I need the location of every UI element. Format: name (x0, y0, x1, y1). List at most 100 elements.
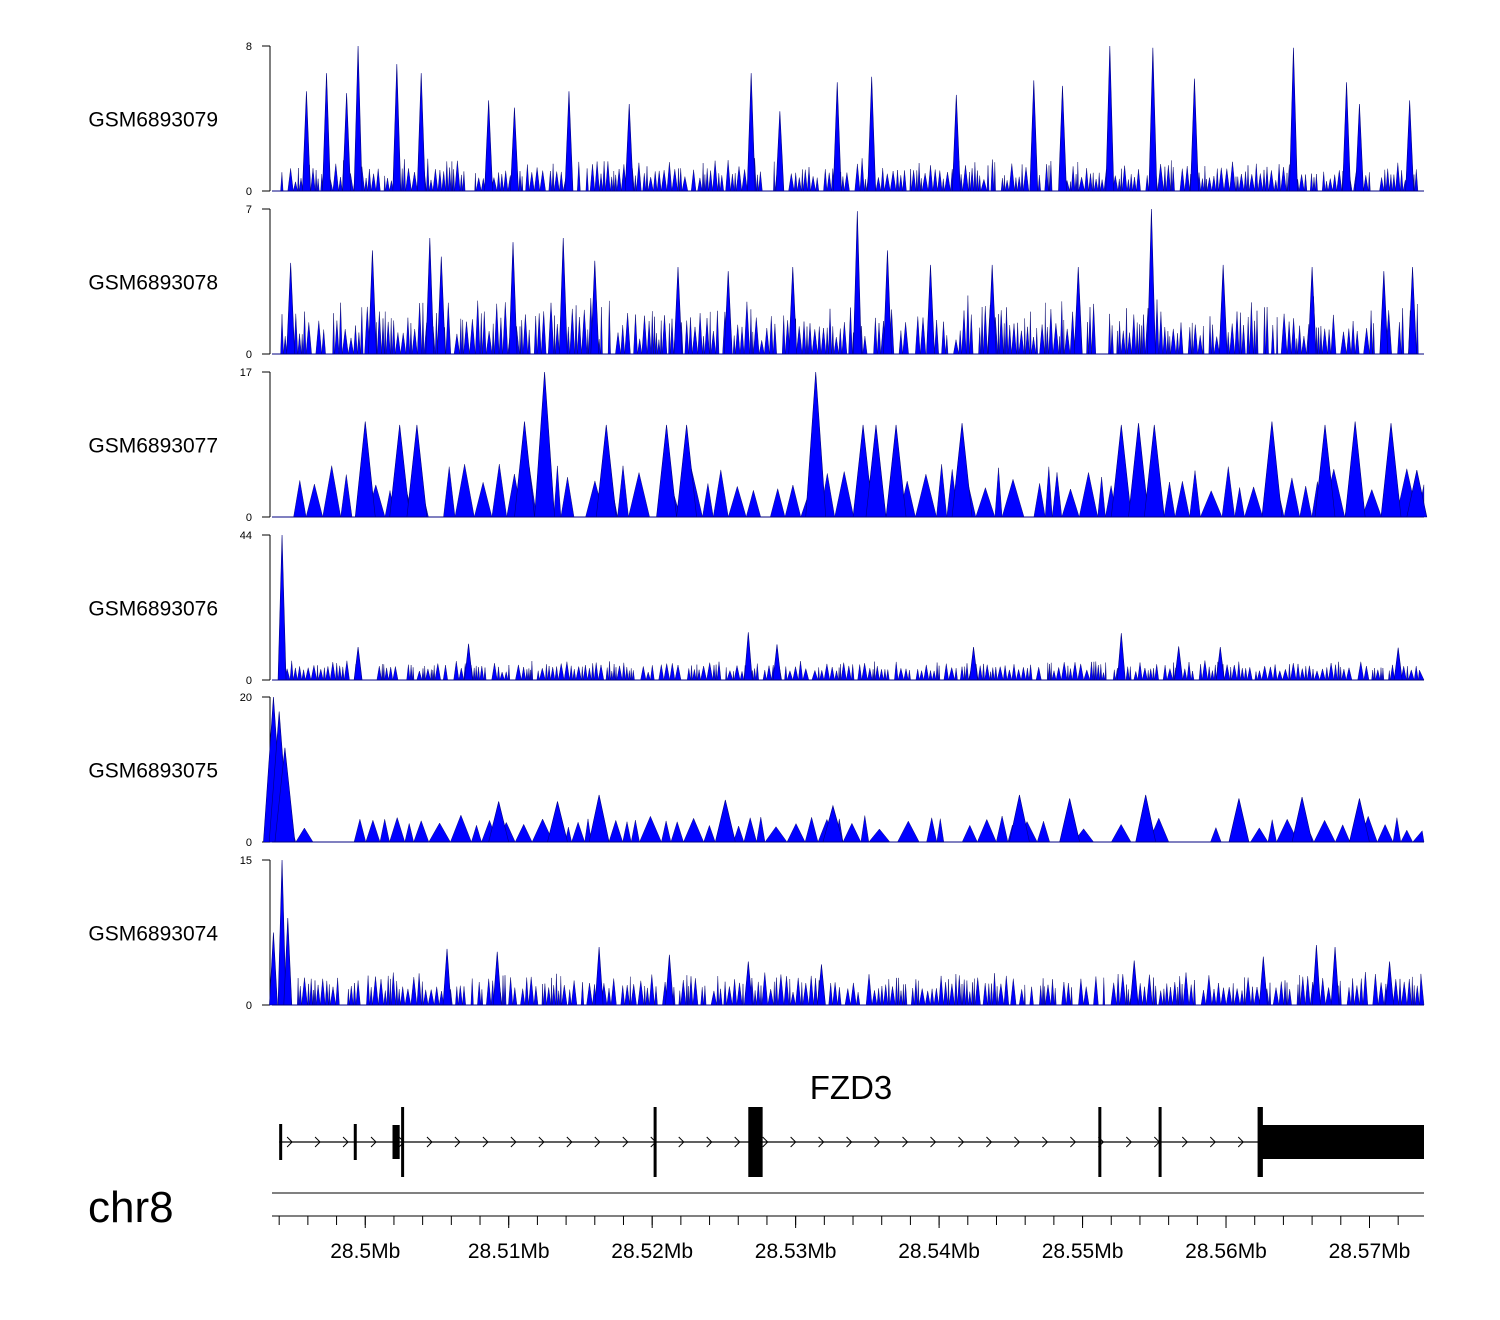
track-label: GSM6893074 (88, 923, 218, 946)
coverage-peak (353, 647, 363, 681)
coverage-peak (1289, 47, 1298, 192)
gene-exon (392, 1125, 400, 1159)
coverage-peak (1129, 960, 1139, 1006)
track-GSM6893074: GSM6893074 15 0 (88, 855, 1425, 1012)
genomic-axis: chr8 28.5Mb 28.51Mb 28.52Mb 28.53Mb 28.54Mb 2… (88, 1183, 1424, 1263)
coverage-peak (656, 424, 677, 518)
gene-exon (353, 1124, 357, 1160)
coverage-peak (805, 371, 827, 518)
coverage-peak (588, 794, 610, 843)
coverage-peak (987, 264, 997, 355)
coverage-peak (865, 424, 887, 518)
coverage-peak (788, 266, 798, 355)
strand-arrow-icon (510, 1136, 517, 1148)
coverage-peak (1073, 266, 1083, 355)
x-tick-label: 28.52Mb (611, 1240, 693, 1263)
y-min-label: 0 (246, 675, 252, 687)
coverage-peak (723, 271, 733, 355)
strand-arrow-icon (1042, 1136, 1049, 1148)
gene-exon (653, 1107, 657, 1177)
y-min-label: 0 (246, 837, 252, 849)
coverage-peak (534, 371, 555, 518)
x-tick-label: 28.57Mb (1329, 1240, 1411, 1263)
coverage-peak (883, 250, 892, 355)
y-min-label: 0 (246, 349, 252, 361)
gene-model: FZD3 (279, 1069, 1424, 1177)
coverage-peak (269, 932, 278, 1006)
track-label: GSM6893075 (88, 760, 218, 783)
strand-arrow-icon (1237, 1136, 1244, 1148)
coverage-peak (1135, 794, 1157, 843)
coverage-peak (425, 237, 435, 355)
strand-arrow-icon (314, 1136, 321, 1148)
coverage-peak (508, 242, 518, 355)
coverage-peak (1380, 423, 1402, 518)
coverage-peak (594, 946, 604, 1006)
x-tick-label: 28.53Mb (755, 1240, 837, 1263)
gene-name-label: FZD3 (810, 1069, 893, 1106)
x-tick-label: 28.54Mb (898, 1240, 980, 1263)
coverage-peak (1059, 798, 1081, 843)
strand-arrow-icon (734, 1136, 741, 1148)
coverage-peak (1058, 85, 1067, 192)
coverage-peak (624, 103, 634, 192)
y-max-label: 7 (246, 204, 252, 216)
coverage-peak (1228, 798, 1250, 843)
coverage-peak (1148, 47, 1158, 192)
coverage-peak (1147, 208, 1156, 355)
track-GSM6893079: GSM6893079 8 0 (88, 41, 1424, 198)
strand-arrow-icon (986, 1136, 993, 1148)
gene-exon (748, 1107, 763, 1177)
x-tick-label: 28.51Mb (468, 1240, 550, 1263)
coverage-peak (772, 644, 782, 681)
coverage-peak (969, 647, 978, 681)
strand-arrow-icon (1070, 1136, 1077, 1148)
coverage-peak (1261, 421, 1283, 518)
coverage-background (272, 158, 1424, 192)
coverage-peak (302, 91, 311, 192)
coverage-peak (353, 45, 363, 192)
y-min-label: 0 (246, 1000, 252, 1012)
strand-arrow-icon (538, 1136, 545, 1148)
coverage-peak (1029, 80, 1039, 192)
y-min-label: 0 (246, 512, 252, 524)
strand-arrow-icon (846, 1136, 853, 1148)
gene-exon (279, 1124, 283, 1160)
strand-arrow-icon (622, 1136, 629, 1148)
strand-arrow-icon (342, 1136, 349, 1148)
coverage-peak (1128, 423, 1149, 518)
gene-exon (1158, 1107, 1162, 1177)
track-GSM6893075: GSM6893075 20 0 (88, 692, 1425, 849)
strand-arrow-icon (1014, 1136, 1021, 1148)
track-label: GSM6893077 (88, 435, 218, 458)
coverage-peak (510, 107, 519, 192)
coverage-peak (1105, 45, 1115, 192)
strand-arrow-icon (790, 1136, 797, 1148)
coverage-peak (1330, 946, 1340, 1006)
gene-exon (1257, 1107, 1261, 1177)
coverage-peak (1143, 424, 1165, 518)
strand-arrow-icon (958, 1136, 965, 1148)
coverage-peak (1009, 794, 1030, 843)
coverage-peak (488, 801, 510, 843)
coverage-peak (436, 256, 446, 355)
track-GSM6893078: GSM6893078 7 0 (88, 204, 1424, 361)
x-tick-label: 28.5Mb (330, 1240, 400, 1263)
coverage-peak (743, 632, 753, 681)
coverage-peak (484, 100, 493, 192)
coverage-peak (590, 260, 600, 355)
strand-arrow-icon (370, 1136, 377, 1148)
coverage-tracks: GSM689307980GSM689307870GSM6893077170GSM… (88, 41, 1428, 1012)
coverage-peak (746, 73, 756, 192)
strand-arrow-icon (454, 1136, 461, 1148)
coverage-peak (1349, 798, 1370, 843)
coverage-peak (492, 951, 502, 1006)
coverage-peak (595, 424, 617, 518)
coverage-peak (514, 421, 535, 518)
strand-arrow-icon (286, 1136, 293, 1148)
coverage-peak (1312, 945, 1321, 1006)
track-GSM6893077: GSM6893077 17 0 (88, 367, 1428, 524)
coverage-peak (322, 73, 331, 192)
coverage-peak (1355, 103, 1364, 192)
